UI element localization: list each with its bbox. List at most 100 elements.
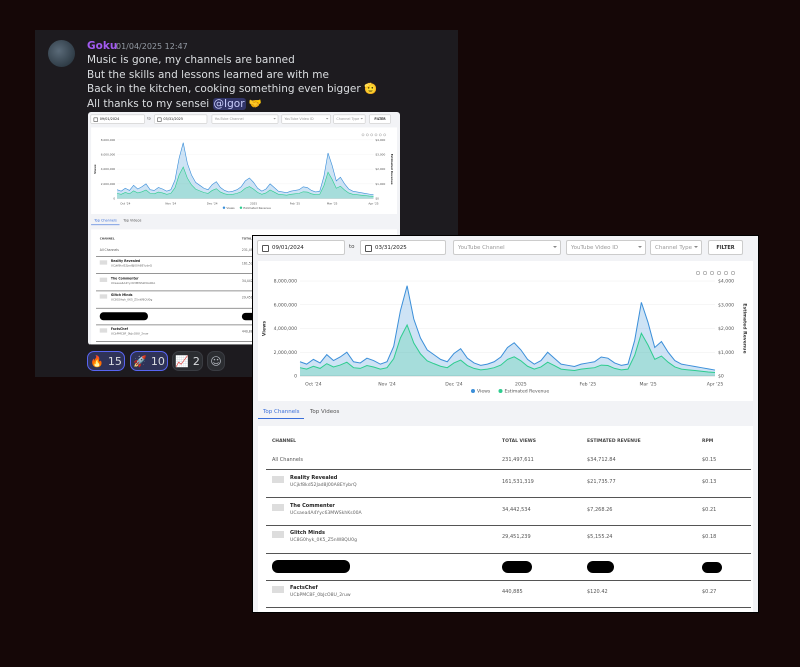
channel-id[interactable]: UCsaea4A4Yyc63MWSkhKs00A (290, 511, 362, 516)
y2-tick-label: $4,000 (375, 138, 385, 142)
calendar-icon (262, 245, 269, 252)
chart-card: 0 2,000,000 4,000,000 6,000,000 8,000,000 $0 $… (258, 261, 753, 401)
calendar-icon (93, 117, 98, 122)
redaction (587, 561, 614, 573)
y2-tick-label: $1,000 (375, 182, 385, 186)
channel-name[interactable]: Reality Revealed (110, 259, 141, 264)
tab[interactable]: Top Channels (258, 406, 305, 419)
channel-id[interactable]: UC8G0hyk_0K5_Z5nW8QU0g (110, 298, 153, 302)
channel-id[interactable]: UCbPMC8F_0bJcO8U_2ruw (290, 593, 351, 598)
add-reaction[interactable]: ☺ (207, 351, 225, 371)
filter-input[interactable]: Channel Type (333, 114, 366, 124)
legend-label: Views (477, 389, 491, 395)
avatar[interactable] (48, 40, 75, 67)
toolbar-icon (702, 270, 708, 276)
channel-thumb (99, 294, 108, 299)
tab[interactable]: Top Channels (91, 217, 120, 226)
author[interactable]: Goku (87, 40, 118, 52)
reaction[interactable]: 🔥 15 (87, 351, 125, 371)
cell-rpm: $0.13 (702, 479, 717, 485)
filter-input[interactable]: 09/01/2024 (90, 114, 145, 124)
toolbar-icon (383, 133, 386, 137)
reaction-count: 15 (107, 354, 122, 368)
cell-views: 29,451,239 (502, 534, 531, 540)
reaction[interactable]: 🚀 10 (130, 351, 168, 371)
toolbar-icon (716, 270, 722, 276)
filter-input[interactable]: 03/31/2025 (154, 114, 208, 124)
channel-name[interactable]: Glitch Minds (290, 530, 325, 536)
tab[interactable]: Top Videos (310, 409, 340, 415)
toolbar-icon (709, 270, 715, 276)
filter-input[interactable]: YouTube Video ID (566, 240, 646, 255)
channel-name: All Channels (272, 457, 303, 463)
filter-button[interactable]: FILTER (708, 240, 743, 255)
column-header: RPM (702, 439, 714, 444)
area-fill (117, 142, 374, 199)
redaction (99, 312, 148, 321)
channel-id[interactable]: UCsaea4A4Yyc63MWSkhKs00A (110, 281, 156, 286)
filter-input[interactable]: YouTube Channel (211, 114, 279, 124)
x-tick-label: Oct '24 (120, 201, 130, 205)
x-tick-label: Nov '24 (165, 201, 176, 205)
y-axis-title: Views (262, 321, 268, 336)
channel-name[interactable]: Reality Revealed (290, 475, 338, 481)
tab[interactable]: Top Videos (123, 218, 142, 223)
channel-id[interactable]: UCbPMC8F_0bJcO8U_2ruw (110, 332, 149, 336)
filter-button[interactable]: FILTER (369, 114, 391, 124)
toolbar-icon (374, 133, 378, 137)
reaction[interactable]: 📈 2 (172, 351, 203, 371)
reaction-count: 2 (192, 354, 200, 368)
toolbar-icon (730, 270, 736, 276)
area-fill (117, 166, 374, 199)
message-text: All thanks to my sensei (87, 97, 210, 110)
channel-name[interactable]: FactsChef (290, 585, 318, 591)
cell-views: 231,497,611 (241, 248, 262, 253)
row-divider (96, 273, 396, 274)
filter-input[interactable]: Channel Type (650, 240, 702, 255)
calendar-icon (365, 245, 372, 252)
row-divider (266, 469, 751, 470)
channel-thumb (99, 328, 108, 333)
area-line (116, 166, 374, 197)
x-tick-label: Apr '25 (707, 382, 724, 388)
channel-id[interactable]: UCjkf8kd52Jad8J00A8EYybrQ (290, 483, 357, 488)
channel-id[interactable]: UCjkf8kd52Jad8J00A8EYybrQ (110, 264, 153, 268)
y2-tick-label: $3,000 (718, 302, 734, 308)
cell-revenue: $5,155.24 (587, 534, 613, 540)
dropdown-caret (325, 118, 329, 120)
channel-id[interactable]: UC8G0hyk_0K5_Z5nW8QU0g (290, 538, 357, 543)
mention[interactable]: @Igor (212, 97, 246, 110)
y2-tick-label: $0 (718, 374, 724, 380)
channel-name[interactable]: Glitch Minds (110, 293, 133, 298)
reaction-count: 10 (150, 354, 165, 368)
y2-tick-label: $0 (375, 197, 379, 201)
dropdown-caret (360, 118, 364, 120)
toolbar-icon (366, 133, 369, 137)
chart: 0 2,000,000 4,000,000 6,000,000 8,000,000 $0 $… (262, 270, 748, 395)
area-line (299, 323, 716, 373)
cell-views: 29,451,239 (241, 296, 260, 300)
y2-tick-label: $4,000 (718, 279, 734, 285)
channel-name[interactable]: The Commenter (290, 503, 335, 509)
filter-input[interactable]: 09/01/2024 (257, 240, 345, 255)
channel-name[interactable]: The Commenter (110, 277, 139, 281)
y2-axis-title: Estimated Revenue (390, 154, 394, 185)
filter-input[interactable]: 03/31/2025 (360, 240, 446, 255)
message-line: All thanks to my sensei @Igor 🤝 (87, 97, 377, 112)
filter-input[interactable]: YouTube Channel (453, 240, 561, 255)
date-separator: to (147, 116, 151, 121)
channel-name[interactable]: FactsChef (110, 327, 128, 332)
row-divider (266, 497, 751, 498)
filter-input[interactable]: YouTube Video ID (281, 114, 331, 124)
cell-views: 161,531,319 (241, 262, 262, 266)
y2-tick-label: $1,000 (718, 350, 734, 356)
toolbar-icon (379, 133, 382, 137)
redaction (502, 561, 532, 573)
y2-tick-label: $2,000 (375, 167, 385, 171)
cell-rpm: $0.21 (702, 507, 717, 513)
reaction-emoji: 🚀 (133, 354, 147, 368)
row-divider (96, 290, 396, 292)
toolbar-icon (361, 133, 365, 137)
y-tick-label: 6,000,000 (101, 152, 116, 156)
